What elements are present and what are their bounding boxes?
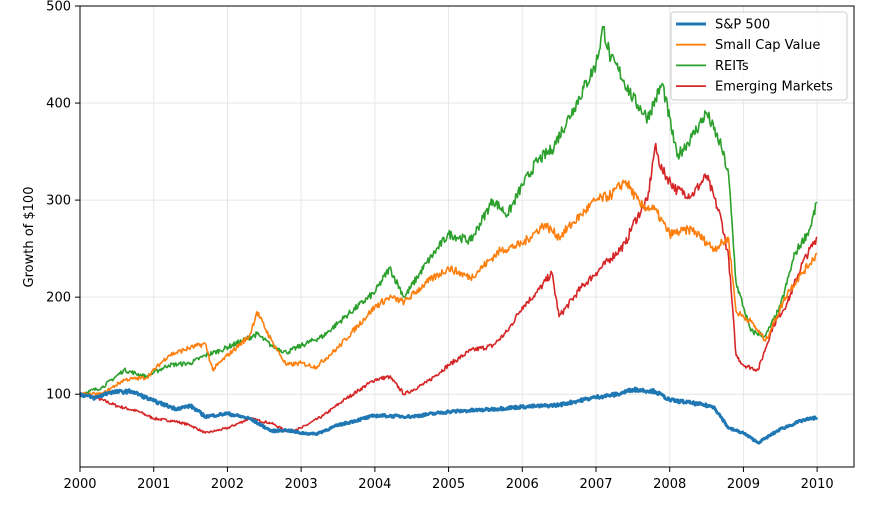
x-tick-label: 2003 <box>285 477 318 492</box>
y-tick-label: 500 <box>46 0 71 15</box>
y-tick-label: 400 <box>46 97 71 112</box>
legend-label-emerging-markets: Emerging Markets <box>715 80 833 95</box>
y-tick-label: 300 <box>46 194 71 209</box>
y-tick-label: 200 <box>46 291 71 306</box>
x-tick-label: 2006 <box>506 477 539 492</box>
x-tick-label: 2000 <box>63 477 96 492</box>
y-tick-label: 100 <box>46 388 71 403</box>
y-axis: 100 200 300 400 500 <box>46 0 80 403</box>
x-tick-label: 2002 <box>211 477 244 492</box>
legend-label-reits: REITs <box>715 59 749 74</box>
legend-label-small-cap-value: Small Cap Value <box>715 38 820 53</box>
x-tick-label: 2009 <box>727 477 760 492</box>
x-tick-label: 2005 <box>432 477 465 492</box>
legend: S&P 500 Small Cap Value REITs Emerging Mark… <box>670 11 848 101</box>
plot-frame <box>79 5 855 468</box>
legend-box <box>670 11 848 101</box>
x-tick-label: 2008 <box>653 477 686 492</box>
x-tick-label: 2010 <box>801 477 834 492</box>
series-line-reits <box>79 25 818 397</box>
legend-label-s-p-500: S&P 500 <box>715 18 770 33</box>
x-tick-label: 2007 <box>579 477 612 492</box>
y-axis-label: Growth of $100 <box>22 187 37 288</box>
series-line-s-p-500 <box>79 386 819 445</box>
series-line-small-cap-value <box>79 179 818 397</box>
x-tick-label: 2001 <box>137 477 170 492</box>
series-line-emerging-markets <box>79 142 818 434</box>
x-tick-label: 2004 <box>358 477 391 492</box>
series-lines <box>79 25 819 445</box>
x-axis: 2000 2001 2002 2003 2004 2005 2006 2007 2008 2009… <box>63 467 834 492</box>
